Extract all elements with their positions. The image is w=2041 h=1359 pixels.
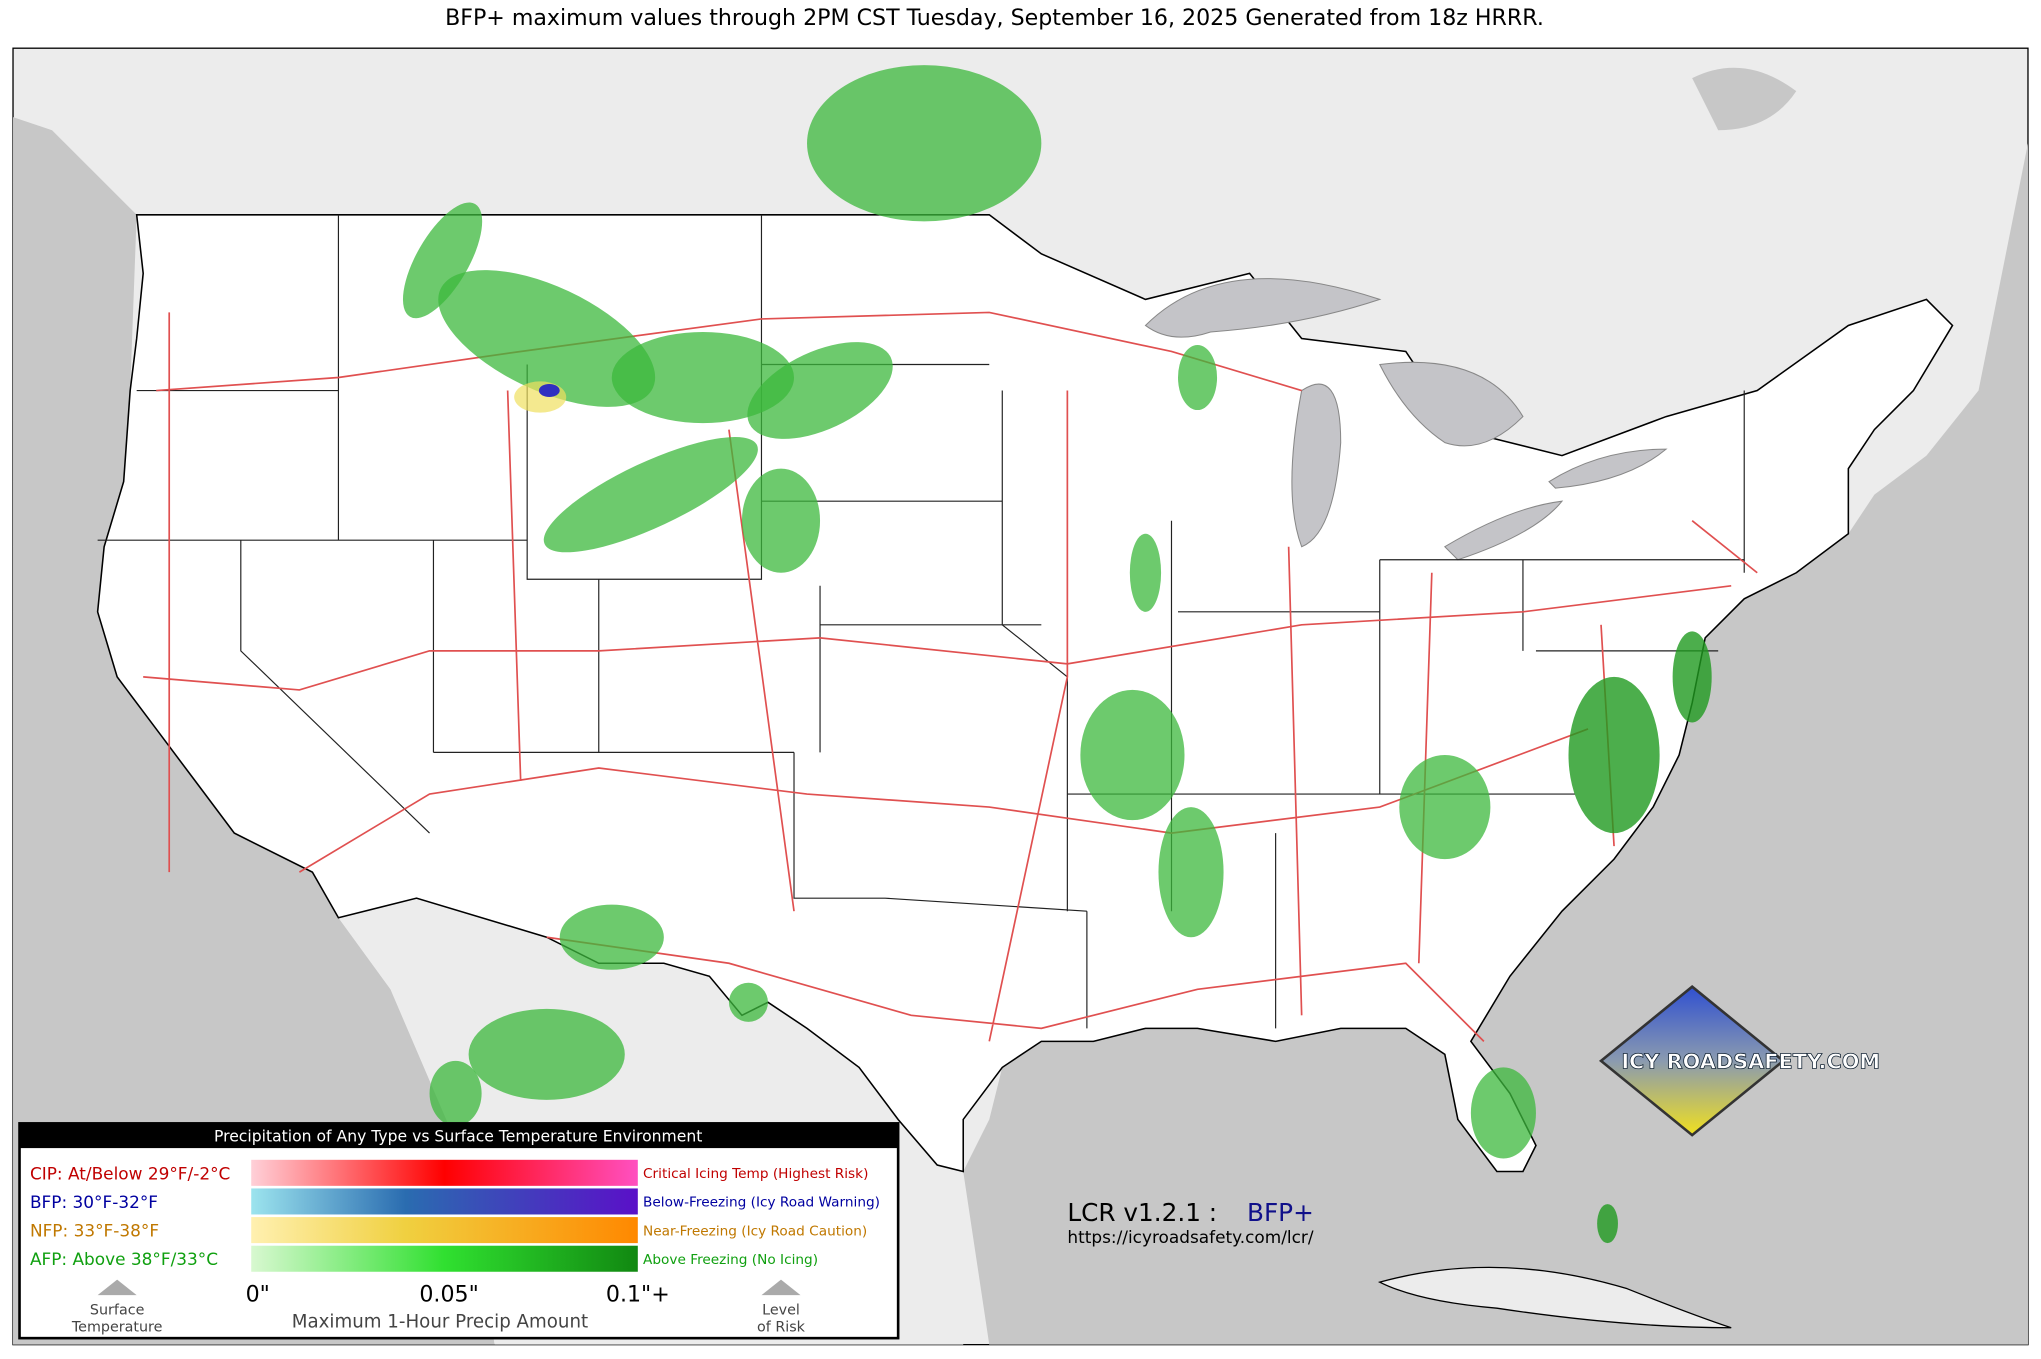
version: LCR v1.2.1 :: [1067, 1198, 1217, 1227]
logo: ICY ROADSAFETY.COM: [1598, 985, 1881, 1137]
legend-label: CIP: At/Below 29°F/-2°C: [30, 1163, 230, 1183]
legend-description: Above Freezing (No Icing): [643, 1252, 818, 1268]
arrow-label: Surface: [90, 1303, 145, 1319]
arrow-label: Level: [762, 1303, 800, 1319]
legend-description: Near-Freezing (Icy Road Caution): [643, 1223, 867, 1239]
legend-label: BFP: 30°F-32°F: [30, 1192, 158, 1212]
legend-title: Precipitation of Any Type vs Surface Tem…: [214, 1128, 702, 1146]
arrow-label: of Risk: [757, 1320, 806, 1336]
logo-text: ICY ROADSAFETY.COM: [1621, 1050, 1880, 1074]
arrow-label: Temperature: [71, 1320, 163, 1336]
scale-label: 0": [246, 1282, 270, 1308]
legend: Precipitation of Any Type vs Surface Tem…: [18, 1122, 900, 1340]
product-label: LCR v1.2.1 : BFP+ https://icyroadsafety.…: [1067, 1198, 1313, 1247]
product: BFP+: [1247, 1198, 1314, 1227]
legend-description: Below-Freezing (Icy Road Warning): [643, 1195, 880, 1211]
legend-label: NFP: 33°F-38°F: [30, 1221, 159, 1241]
url: https://icyroadsafety.com/lcr/: [1067, 1227, 1313, 1247]
map-title: BFP+ maximum values through 2PM CST Tues…: [445, 5, 1544, 31]
scale-label: 0.1"+: [606, 1282, 670, 1308]
scale-title: Maximum 1-Hour Precip Amount: [292, 1312, 588, 1333]
legend-description: Critical Icing Temp (Highest Risk): [643, 1166, 868, 1182]
legend-label: AFP: Above 38°F/33°C: [30, 1249, 218, 1269]
scale-label: 0.05": [419, 1282, 478, 1308]
